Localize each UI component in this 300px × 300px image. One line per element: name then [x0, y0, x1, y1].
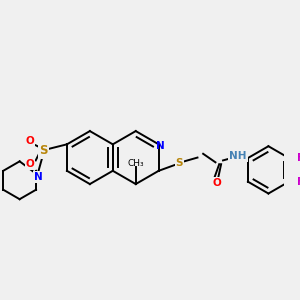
Text: N: N — [34, 172, 43, 182]
Text: CH₃: CH₃ — [128, 159, 144, 168]
Text: NH: NH — [230, 151, 247, 161]
Text: N: N — [156, 141, 165, 151]
Text: F: F — [297, 153, 300, 163]
Text: S: S — [39, 144, 47, 158]
Text: O: O — [212, 178, 221, 188]
Text: O: O — [26, 159, 34, 169]
Text: S: S — [176, 158, 183, 168]
Text: O: O — [26, 136, 34, 146]
Text: F: F — [297, 177, 300, 187]
